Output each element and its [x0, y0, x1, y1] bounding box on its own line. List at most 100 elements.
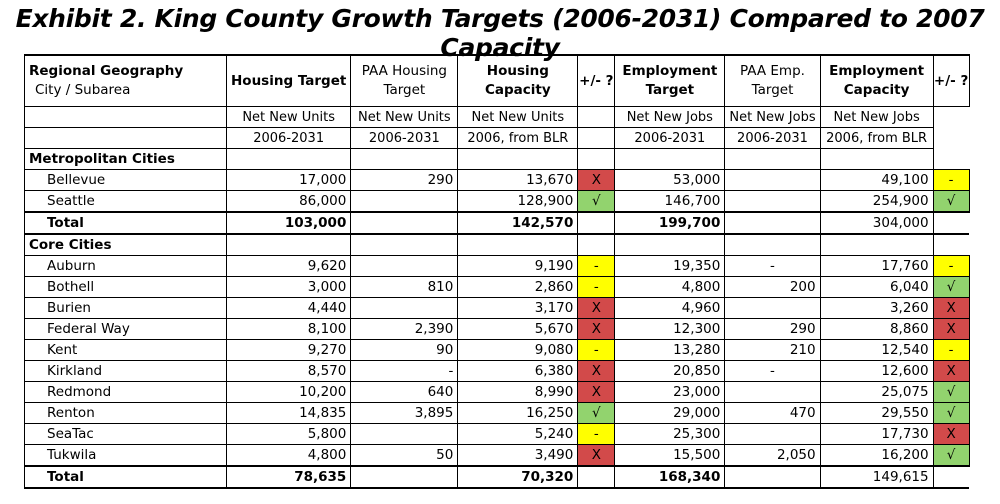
city-name: Federal Way: [24, 318, 227, 340]
units-cell: Net New Jobs: [614, 106, 726, 128]
empty-cell: [225, 233, 352, 256]
paa-housing-target-cell: [350, 297, 459, 319]
empty-cell: [577, 148, 616, 170]
housing-target-cell: 103,000: [225, 211, 352, 235]
units-cell: Net New Units: [457, 106, 579, 128]
housing-capacity-cell: 5,670: [457, 318, 579, 340]
employment-flag: X: [932, 318, 970, 340]
paa-housing-target-cell: 2,390: [350, 318, 459, 340]
housing-target-cell: 5,800: [225, 423, 352, 445]
paa-housing-target-cell: 3,895: [350, 402, 459, 424]
housing-capacity-cell: 3,170: [457, 297, 579, 319]
years-cell: 2006, from BLR: [457, 127, 579, 149]
housing-target-cell: 14,835: [225, 402, 352, 424]
housing-flag: X: [577, 381, 616, 403]
employment-capacity-cell: 49,100: [819, 169, 934, 191]
employment-capacity-cell: 12,540: [819, 339, 934, 361]
housing-target-cell: 8,570: [225, 360, 352, 382]
employment-target-cell: 20,850: [614, 360, 726, 382]
paa-housing-target-cell: [350, 423, 459, 445]
city-row: SeaTac 5,800 5,240-25,300 17,730 X: [24, 423, 970, 445]
empty-cell: [24, 127, 227, 149]
empty-cell: [350, 148, 459, 170]
employment-flag: √: [932, 190, 970, 213]
header-employment-target: Employment Target: [614, 54, 726, 107]
city-name: Redmond: [24, 381, 227, 403]
housing-capacity-cell: 8,990: [457, 381, 579, 403]
paa-emp-target-cell: [724, 465, 821, 489]
employment-capacity-cell: 304,000: [819, 211, 934, 235]
housing-capacity-cell: 128,900: [457, 190, 579, 213]
paa-housing-target-cell: [350, 211, 459, 235]
housing-capacity-cell: 2,860: [457, 276, 579, 298]
total-label: Total: [24, 211, 227, 235]
paa-emp-target-cell: [724, 423, 821, 445]
housing-target-cell: 4,440: [225, 297, 352, 319]
empty-cell: [933, 128, 969, 149]
city-name: Bothell: [24, 276, 227, 298]
empty-cell: [457, 233, 579, 256]
units-cell: Net New Jobs: [724, 106, 821, 128]
city-row: Kirkland 8,570-6,380 X 20,850-12,600 X: [24, 360, 970, 382]
paa-housing-target-cell: 810: [350, 276, 459, 298]
employment-flag: [933, 465, 970, 489]
employment-capacity-cell: 3,260: [819, 297, 934, 319]
paa-housing-target-cell: 50: [350, 444, 459, 467]
employment-target-cell: 23,000: [614, 381, 726, 403]
units-cell: Net New Jobs: [819, 106, 934, 128]
housing-capacity-cell: 70,320: [457, 465, 579, 489]
housing-capacity-cell: 3,490: [457, 444, 579, 467]
employment-target-cell: 19,350: [614, 255, 726, 277]
employment-flag: X: [932, 423, 970, 445]
city-name: Tukwila: [24, 444, 227, 467]
employment-flag: √: [932, 381, 970, 403]
exhibit-title: Exhibit 2. King County Growth Targets (2…: [15, 4, 985, 62]
empty-cell: [724, 233, 821, 256]
employment-capacity-cell: 8,860: [819, 318, 934, 340]
employment-target-cell: 25,300: [614, 423, 726, 445]
city-row: Bellevue 17,000 290 13,670 X 53,000 49,100-: [24, 169, 970, 191]
paa-emp-target-cell: [724, 297, 821, 319]
employment-flag: X: [932, 297, 970, 319]
empty-cell: [819, 148, 934, 170]
growth-targets-table: Regional Geography City / Subarea Housing…: [24, 54, 970, 489]
housing-target-cell: 9,270: [225, 339, 352, 361]
housing-flag: √: [577, 190, 616, 213]
employment-capacity-cell: 17,760: [819, 255, 934, 277]
empty-cell: [614, 233, 726, 256]
empty-cell: [577, 233, 616, 256]
paa-emp-target-cell: -: [724, 255, 821, 277]
empty-cell: [933, 234, 969, 256]
header-housing-flag: +/- ?: [577, 54, 616, 107]
housing-target-cell: 78,635: [225, 465, 352, 489]
city-row: Seattle 86,000 128,900 √ 146,700 254,900 √: [24, 190, 970, 213]
city-row: Burien 4,440 3,170 X 4,960 3,260 X: [24, 297, 970, 319]
employment-target-cell: 15,500: [614, 444, 726, 467]
years-cell: 2006-2031: [350, 127, 459, 149]
employment-flag: -: [932, 255, 970, 277]
housing-target-cell: 86,000: [225, 190, 352, 213]
employment-target-cell: 29,000: [614, 402, 726, 424]
years-cell: 2006-2031: [225, 127, 352, 149]
header-geography: Regional Geography City / Subarea: [24, 54, 227, 107]
employment-capacity-cell: 17,730: [819, 423, 934, 445]
total-label: Total: [24, 465, 227, 489]
employment-target-cell: 53,000: [614, 169, 726, 191]
paa-housing-target-cell: 90: [350, 339, 459, 361]
housing-capacity-cell: 9,080: [457, 339, 579, 361]
header-row: Regional Geography City / Subarea Housing…: [24, 54, 970, 107]
housing-flag: X: [577, 169, 616, 191]
header-paa-housing: PAA Housing Target: [350, 54, 459, 107]
city-row: Tukwila 4,800 50 3,490 X 15,500 2,050 16,200 √: [24, 444, 970, 467]
empty-cell: [614, 148, 726, 170]
housing-target-cell: 9,620: [225, 255, 352, 277]
employment-flag: [933, 211, 970, 235]
employment-target-cell: 13,280: [614, 339, 726, 361]
city-name: Burien: [24, 297, 227, 319]
housing-target-cell: 8,100: [225, 318, 352, 340]
paa-housing-target-cell: [350, 190, 459, 213]
housing-flag: -: [577, 276, 616, 298]
paa-housing-target-cell: [350, 255, 459, 277]
section-name: Core Cities: [24, 233, 227, 256]
years-cell: 2006-2031: [614, 127, 726, 149]
